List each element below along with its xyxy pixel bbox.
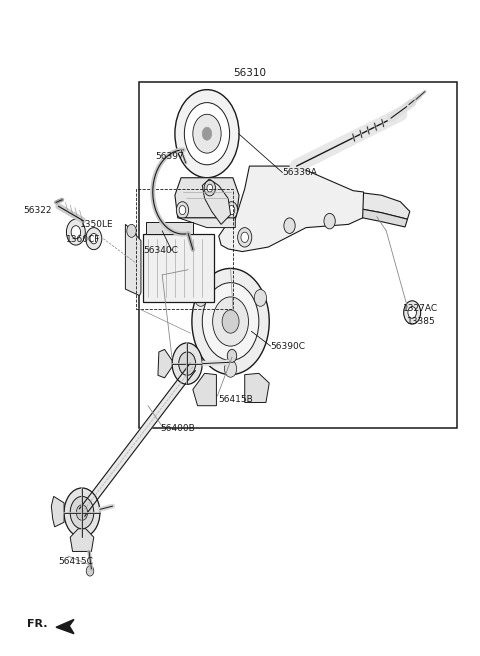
Text: 1350LE: 1350LE	[80, 220, 113, 229]
Polygon shape	[357, 208, 408, 227]
Bar	[139, 82, 457, 428]
Text: 56400B: 56400B	[160, 424, 194, 433]
Circle shape	[176, 201, 189, 218]
Circle shape	[86, 565, 94, 576]
Polygon shape	[70, 529, 94, 552]
Polygon shape	[175, 178, 239, 218]
Text: 56330A: 56330A	[282, 168, 317, 177]
Circle shape	[202, 127, 212, 140]
Circle shape	[408, 306, 417, 318]
Circle shape	[179, 352, 196, 375]
Circle shape	[404, 301, 420, 324]
Circle shape	[194, 289, 207, 306]
Circle shape	[225, 360, 237, 377]
Circle shape	[86, 228, 102, 250]
Text: 56340C: 56340C	[144, 246, 178, 255]
Bar	[183, 243, 198, 253]
Bar	[144, 234, 214, 302]
Bar	[145, 222, 193, 234]
Bar	[136, 189, 233, 308]
Circle shape	[184, 102, 229, 165]
Circle shape	[324, 213, 335, 229]
Polygon shape	[51, 497, 64, 527]
Text: 56397: 56397	[155, 152, 184, 161]
Polygon shape	[125, 224, 141, 296]
Circle shape	[226, 201, 238, 218]
Polygon shape	[245, 373, 269, 403]
Polygon shape	[193, 373, 216, 405]
Circle shape	[204, 180, 216, 196]
Polygon shape	[79, 363, 195, 516]
Text: 56390C: 56390C	[271, 342, 306, 351]
Text: 56310: 56310	[233, 68, 266, 79]
Circle shape	[202, 283, 259, 360]
Text: FR.: FR.	[27, 619, 48, 629]
Text: 1327AC: 1327AC	[403, 304, 438, 313]
Circle shape	[66, 219, 85, 245]
Circle shape	[90, 234, 97, 244]
Circle shape	[207, 184, 213, 192]
Circle shape	[70, 497, 94, 529]
Circle shape	[193, 114, 221, 153]
Polygon shape	[179, 218, 235, 228]
Circle shape	[192, 268, 269, 375]
Circle shape	[172, 343, 202, 384]
Circle shape	[179, 205, 186, 215]
Text: 56415B: 56415B	[219, 395, 253, 403]
Circle shape	[222, 310, 239, 333]
Polygon shape	[219, 166, 363, 251]
Circle shape	[228, 205, 235, 215]
Polygon shape	[356, 192, 410, 219]
Circle shape	[175, 90, 239, 178]
Circle shape	[238, 228, 252, 247]
Polygon shape	[158, 350, 172, 378]
Circle shape	[254, 289, 266, 306]
Polygon shape	[56, 619, 74, 634]
Circle shape	[71, 226, 81, 239]
Text: 56322: 56322	[23, 205, 51, 215]
Circle shape	[241, 232, 249, 243]
Circle shape	[227, 350, 237, 362]
Circle shape	[127, 224, 136, 237]
Text: 13385: 13385	[408, 317, 436, 326]
Text: 1360CF: 1360CF	[65, 236, 100, 245]
Text: 56415C: 56415C	[59, 557, 93, 565]
Circle shape	[213, 297, 249, 346]
Circle shape	[284, 218, 295, 234]
Polygon shape	[202, 179, 230, 224]
Circle shape	[64, 488, 100, 537]
Circle shape	[76, 505, 88, 520]
